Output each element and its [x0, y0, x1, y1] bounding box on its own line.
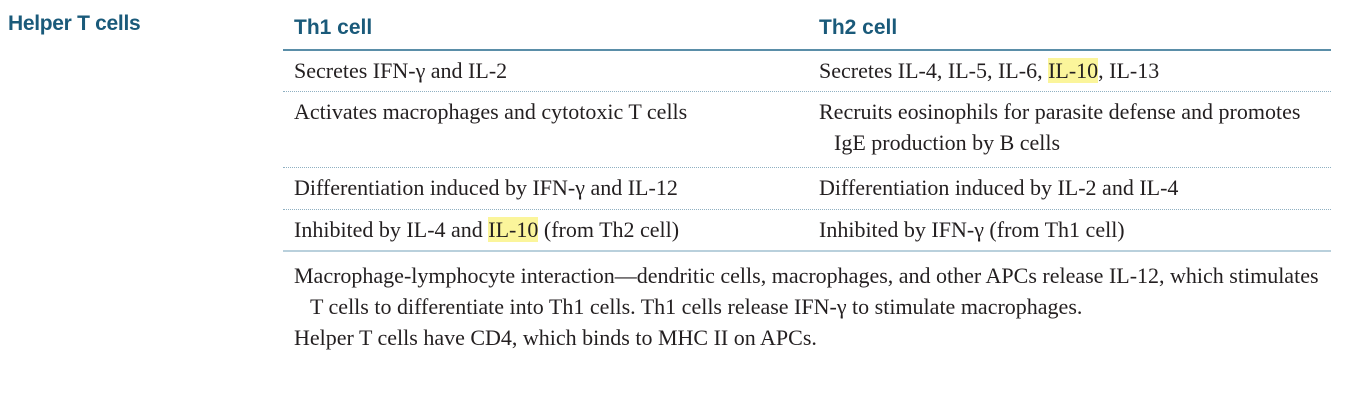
table-row: Differentiation induced by IFN-γ and IL-…	[283, 168, 1331, 210]
highlighted-text: IL-10	[1048, 58, 1099, 83]
highlighted-text: IL-10	[488, 217, 539, 242]
notes-section: Macrophage-lymphocyte interaction—dendri…	[283, 252, 1331, 353]
th2-cell: Secretes IL-4, IL-5, IL-6, IL-10, IL-13	[819, 58, 1160, 83]
table-row: Activates macrophages and cytotoxic T ce…	[283, 92, 1331, 168]
th2-cell: Differentiation induced by IL-2 and IL-4	[819, 175, 1179, 200]
note-paragraph: Helper T cells have CD4, which binds to …	[294, 325, 817, 350]
th1-cell: Inhibited by IL-4 and IL-10 (from Th2 ce…	[294, 217, 680, 242]
th1-cell: Differentiation induced by IFN-γ and IL-…	[294, 175, 678, 200]
note-paragraph: Macrophage-lymphocyte interaction—dendri…	[294, 263, 1319, 319]
header-th2: Th2 cell	[819, 16, 898, 39]
header-th1: Th1 cell	[294, 16, 373, 39]
th1-cell: Activates macrophages and cytotoxic T ce…	[294, 99, 688, 124]
th2-cell: Recruits eosinophils for parasite defens…	[819, 99, 1301, 155]
table-row: Inhibited by IL-4 and IL-10 (from Th2 ce…	[283, 210, 1331, 252]
section-label: Helper T cells	[8, 12, 141, 35]
th1-cell: Secretes IFN-γ and IL-2	[294, 58, 508, 83]
th2-cell: Inhibited by IFN-γ (from Th1 cell)	[819, 217, 1125, 242]
table-header-row: Th1 cell Th2 cell	[283, 0, 1331, 51]
table-row: Secretes IFN-γ and IL-2 Secretes IL-4, I…	[283, 51, 1331, 92]
helper-t-cell-table: Th1 cell Th2 cell Secretes IFN-γ and IL-…	[283, 0, 1331, 353]
